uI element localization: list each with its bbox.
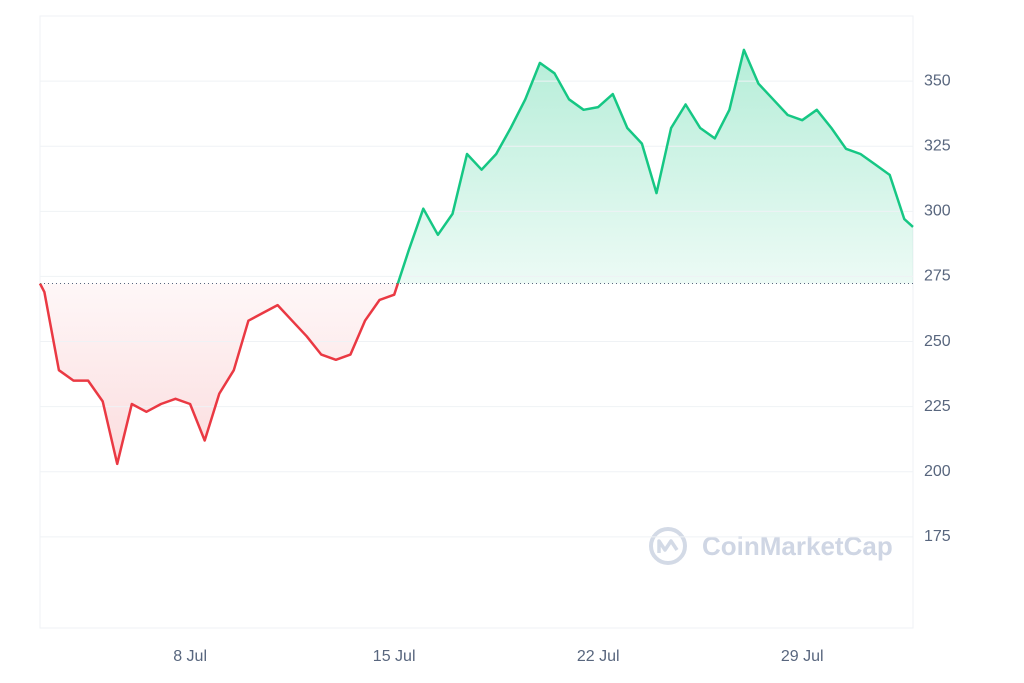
- plot-frame: [39, 15, 914, 629]
- price-line: [38, 48, 914, 466]
- x-tick-label: 29 Jul: [781, 648, 824, 665]
- y-tick-label: 350: [924, 72, 951, 89]
- y-tick-label: 200: [924, 463, 951, 480]
- y-tick-label: 325: [924, 137, 951, 154]
- watermark: CoinMarketCap: [702, 531, 893, 561]
- x-tick-label: 8 Jul: [173, 648, 207, 665]
- x-tick-label: 22 Jul: [577, 648, 620, 665]
- y-tick-label: 225: [924, 398, 951, 415]
- y-tick-label: 175: [924, 528, 951, 545]
- y-tick-label: 250: [924, 333, 951, 350]
- y-tick-label: 275: [924, 268, 951, 285]
- price-area: [40, 49, 913, 464]
- y-tick-label: 300: [924, 203, 951, 220]
- watermark-logo: [649, 527, 687, 565]
- x-tick-label: 15 Jul: [373, 648, 416, 665]
